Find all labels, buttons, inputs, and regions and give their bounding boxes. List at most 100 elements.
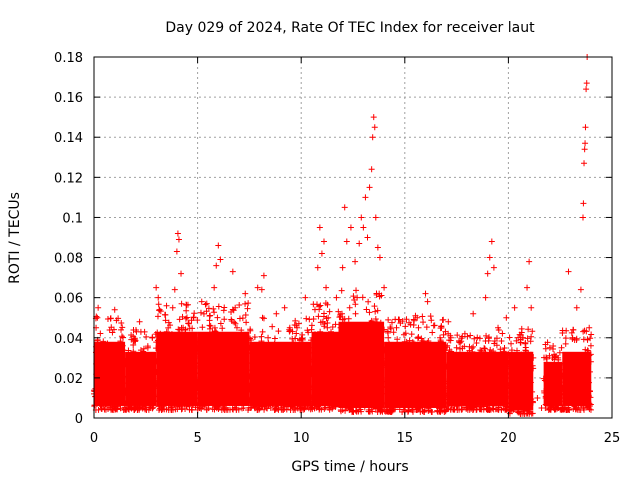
data-point <box>294 405 301 412</box>
data-point <box>251 334 258 341</box>
data-point <box>304 393 311 400</box>
data-point <box>427 359 434 366</box>
data-point <box>185 362 192 369</box>
data-point <box>567 386 574 393</box>
data-point <box>475 385 482 392</box>
data-point <box>341 363 348 370</box>
data-point <box>223 346 230 353</box>
data-point <box>405 390 412 397</box>
data-point <box>311 405 318 412</box>
data-point <box>353 287 360 294</box>
data-point <box>450 406 457 413</box>
data-point <box>419 357 426 364</box>
data-point <box>277 373 284 380</box>
data-point <box>460 399 467 406</box>
data-point <box>317 302 324 309</box>
data-point <box>352 258 359 265</box>
data-point <box>260 385 267 392</box>
data-point <box>482 357 489 364</box>
data-point <box>370 396 377 403</box>
data-point <box>343 371 350 378</box>
data-point <box>130 342 137 349</box>
data-point <box>572 375 579 382</box>
data-point <box>232 331 239 338</box>
data-point <box>258 403 265 410</box>
data-point <box>364 390 371 397</box>
data-point <box>145 368 152 375</box>
data-point <box>469 348 476 355</box>
data-point <box>97 398 104 405</box>
data-point <box>139 364 146 371</box>
data-point <box>358 340 365 347</box>
data-point <box>106 389 113 396</box>
data-point <box>262 389 269 396</box>
data-point <box>509 375 516 382</box>
data-point <box>239 405 246 412</box>
data-point <box>371 303 378 310</box>
data-point <box>236 396 243 403</box>
data-point <box>213 262 220 269</box>
data-point <box>155 294 162 301</box>
data-point <box>259 341 266 348</box>
data-point <box>186 350 193 357</box>
data-point <box>581 146 588 153</box>
data-point <box>398 359 405 366</box>
data-point <box>404 408 411 415</box>
data-point <box>279 406 286 413</box>
data-point <box>171 286 178 293</box>
data-point <box>100 358 107 365</box>
data-point <box>132 389 139 396</box>
data-point <box>311 364 318 371</box>
data-point <box>384 364 391 371</box>
data-point <box>377 344 384 351</box>
data-point <box>385 370 392 377</box>
data-point <box>224 351 231 358</box>
data-point <box>348 356 355 363</box>
data-point <box>317 397 324 404</box>
data-point <box>546 365 553 372</box>
data-point <box>466 377 473 384</box>
data-point <box>370 114 377 121</box>
data-point <box>369 408 376 415</box>
data-point <box>336 314 343 321</box>
data-point <box>489 405 496 412</box>
data-point <box>232 304 239 311</box>
data-point <box>468 358 475 365</box>
x-tick-label: 20 <box>500 431 517 446</box>
data-point <box>562 335 569 342</box>
data-point <box>233 395 240 402</box>
data-point <box>580 328 587 335</box>
data-point <box>248 360 255 367</box>
data-point <box>542 394 549 401</box>
data-point <box>232 387 239 394</box>
data-point <box>116 375 123 382</box>
data-point <box>499 366 506 373</box>
data-point <box>186 333 193 340</box>
data-point <box>465 352 472 359</box>
data-point <box>364 398 371 405</box>
data-point <box>522 344 529 351</box>
data-point <box>197 309 204 316</box>
data-point <box>548 387 555 394</box>
data-point <box>587 342 594 349</box>
data-point <box>238 364 245 371</box>
data-point <box>478 397 485 404</box>
data-point <box>347 224 354 231</box>
data-point <box>173 373 180 380</box>
data-point <box>107 371 114 378</box>
data-point <box>168 331 175 338</box>
data-point <box>270 369 277 376</box>
data-point <box>149 334 156 341</box>
data-point <box>248 380 255 387</box>
data-point <box>372 365 379 372</box>
data-point <box>260 272 267 279</box>
data-point <box>474 366 481 373</box>
data-point <box>455 337 462 344</box>
data-point <box>432 348 439 355</box>
data-point <box>357 345 364 352</box>
data-point <box>222 369 229 376</box>
data-point <box>149 378 156 385</box>
data-point <box>125 396 132 403</box>
data-point <box>321 323 328 330</box>
data-point <box>285 398 292 405</box>
